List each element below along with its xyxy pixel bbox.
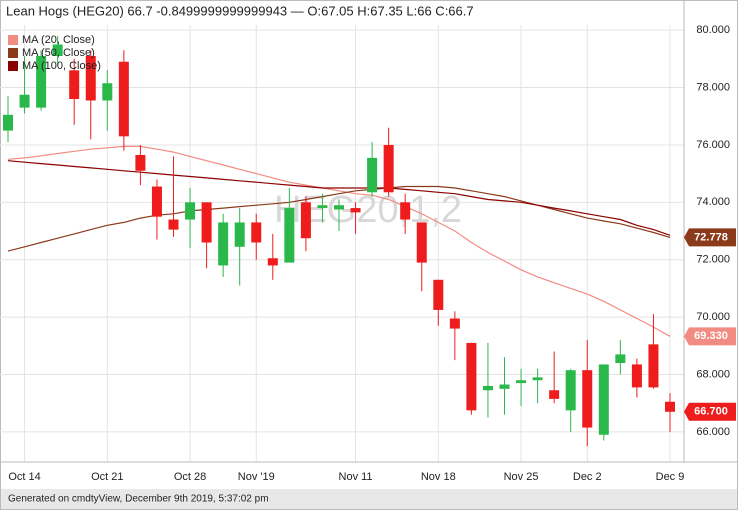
candle-body — [598, 364, 609, 435]
candle-body — [52, 44, 63, 56]
candle-body — [449, 318, 460, 329]
price-label-box — [684, 327, 736, 346]
candle-body — [631, 364, 642, 388]
candle-body — [201, 202, 212, 243]
y-tick-label: 66.000 — [696, 426, 730, 438]
candle-body — [433, 279, 444, 310]
candle-body — [317, 205, 328, 209]
candle-body — [383, 144, 394, 193]
price-label: 69.330 — [694, 330, 728, 342]
candle-body — [482, 385, 493, 391]
candle-body — [234, 222, 245, 247]
candle-body — [516, 380, 527, 384]
candle-body — [416, 222, 427, 263]
candle-body — [466, 342, 477, 411]
candle-body — [350, 208, 361, 213]
candle-body — [334, 205, 344, 210]
candle-body — [284, 208, 295, 263]
candle-body — [532, 377, 543, 381]
x-tick-label: Nov 25 — [504, 471, 539, 483]
candle-body — [367, 157, 378, 193]
legend-swatch — [8, 61, 18, 71]
x-tick-label: Dec 2 — [573, 471, 602, 483]
candle-body — [549, 390, 560, 399]
price-label: 66.700 — [694, 406, 728, 418]
y-tick-label: 78.000 — [696, 81, 730, 93]
candle-body — [400, 202, 411, 220]
price-label-box — [684, 228, 736, 247]
candle-body — [300, 202, 311, 239]
candle-body — [565, 370, 576, 411]
candle-body — [151, 186, 162, 217]
candle-body — [665, 401, 675, 412]
footer: Generated on cmdtyView, December 9th 201… — [8, 494, 269, 505]
candle-body — [19, 94, 30, 108]
candle-body — [185, 202, 196, 220]
candle-body — [499, 384, 510, 389]
candle-body — [218, 222, 229, 266]
legend-label: MA (20, Close) — [22, 34, 95, 46]
x-tick-label: Oct 14 — [8, 471, 40, 483]
x-tick-label: Nov '19 — [238, 471, 275, 483]
candle-body — [251, 222, 262, 243]
y-tick-label: 74.000 — [696, 196, 730, 208]
candle-body — [36, 55, 47, 108]
y-tick-label: 72.000 — [696, 254, 730, 266]
candle-body — [267, 258, 278, 266]
x-tick-label: Nov 11 — [339, 471, 373, 483]
candle-body — [615, 354, 626, 364]
y-tick-label: 70.000 — [696, 311, 730, 323]
x-tick-label: Oct 21 — [91, 471, 123, 483]
candle-body — [168, 219, 179, 230]
x-tick-label: Dec 9 — [656, 471, 685, 483]
legend-label: MA (100, Close) — [22, 60, 101, 72]
candle-body — [85, 55, 96, 101]
candle-body — [135, 154, 146, 171]
candle-body — [69, 70, 80, 100]
candle-body — [102, 83, 113, 101]
candle-body — [648, 344, 659, 388]
y-tick-label: 76.000 — [696, 139, 730, 151]
x-tick-label: Nov 18 — [421, 471, 456, 483]
y-tick-label: 80.000 — [696, 24, 730, 36]
candle-body — [582, 370, 593, 428]
x-tick-label: Oct 28 — [174, 471, 206, 483]
ma-line — [7, 160, 671, 236]
footer-bar — [1, 489, 737, 509]
legend-swatch — [8, 35, 18, 45]
ma-line — [7, 185, 671, 252]
chart-title: Lean Hogs (HEG20) 66.7 -0.84999999999999… — [6, 3, 474, 18]
candle-body — [118, 61, 129, 137]
price-label: 72.778 — [694, 231, 728, 243]
legend-label: MA (50, Close) — [22, 47, 95, 59]
price-label-box — [684, 402, 736, 421]
ma-line — [7, 145, 671, 337]
candle-body — [3, 114, 13, 131]
y-tick-label: 68.000 — [696, 368, 730, 380]
legend-swatch — [8, 48, 18, 58]
